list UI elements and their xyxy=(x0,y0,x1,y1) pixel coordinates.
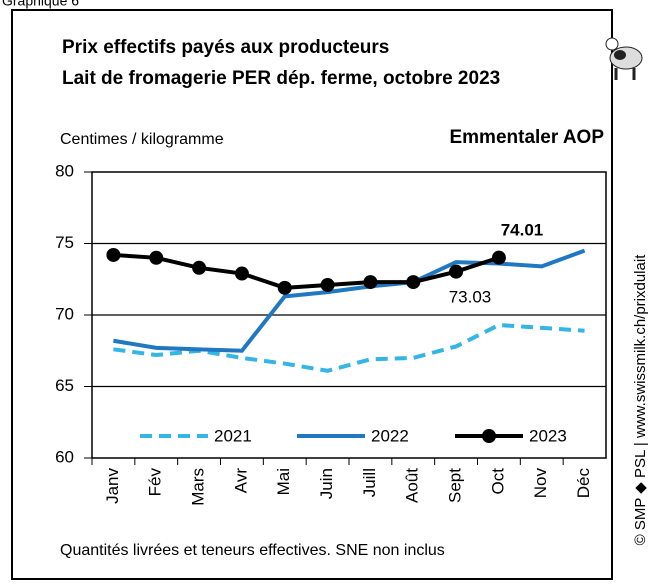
marker xyxy=(149,251,163,265)
chart: Graphique 6 Prix effectifs payés aux pro… xyxy=(0,0,651,581)
page: Graphique 6 Prix effectifs payés aux pro… xyxy=(0,0,651,586)
legend-label: 2023 xyxy=(529,426,567,445)
marker xyxy=(449,265,463,279)
x-tick-label: Déc xyxy=(574,468,593,499)
x-tick-label: Avr xyxy=(231,468,250,494)
y-tick-label: 75 xyxy=(55,233,74,252)
x-tick-label: Nov xyxy=(531,468,550,499)
marker xyxy=(321,278,335,292)
legend-marker xyxy=(482,429,496,443)
x-tick-label: Juin xyxy=(317,468,336,499)
x-tick-label: Oct xyxy=(488,468,507,495)
legend-label: 2022 xyxy=(371,426,409,445)
marker xyxy=(106,248,120,262)
legend-label: 2021 xyxy=(214,426,252,445)
chart-title: Prix effectifs payés aux producteurs xyxy=(62,37,389,58)
y-tick-label: 65 xyxy=(55,376,74,395)
y-axis-label: Centimes / kilogramme xyxy=(60,131,224,148)
product-label: Emmentaler AOP xyxy=(449,127,604,148)
x-tick-label: Sept xyxy=(446,468,465,503)
marker xyxy=(278,281,292,295)
x-tick-label: Juill xyxy=(360,468,379,497)
x-tick-label: Fév xyxy=(146,468,165,497)
x-tick-label: Mai xyxy=(274,468,293,495)
annotation: 73.03 xyxy=(449,287,492,306)
footnote: Quantités livrées et teneurs effectives.… xyxy=(60,542,445,559)
marker xyxy=(406,275,420,289)
y-tick-label: 70 xyxy=(55,304,74,323)
x-tick-label: Janv xyxy=(103,468,122,504)
figure-label: Graphique 6 xyxy=(2,0,79,9)
source: © SMP ◆ PSL | www.swissmilk.ch/prixdulai… xyxy=(632,254,649,546)
annotation: 74.01 xyxy=(501,220,544,239)
marker xyxy=(192,261,206,275)
marker xyxy=(363,275,377,289)
y-tick-label: 80 xyxy=(55,161,74,180)
chart-subtitle: Lait de fromagerie PER dép. ferme, octob… xyxy=(62,68,500,89)
x-tick-label: Août xyxy=(403,468,422,503)
x-tick-label: Mars xyxy=(189,468,208,506)
y-tick-label: 60 xyxy=(55,447,74,466)
marker xyxy=(235,267,249,281)
marker xyxy=(492,251,506,265)
